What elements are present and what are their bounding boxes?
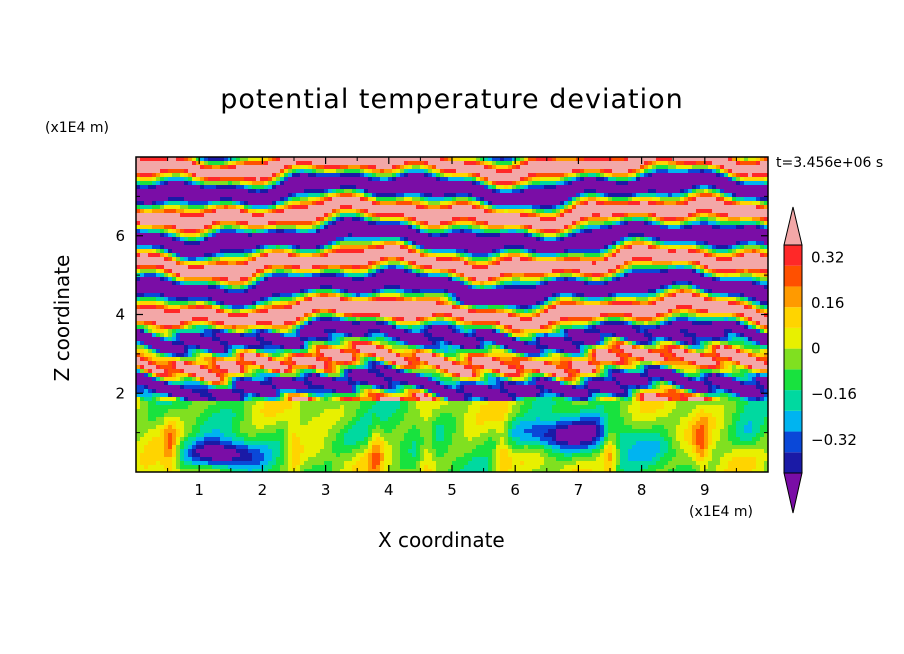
colorbar-bin (784, 390, 802, 411)
colorbar-bin (784, 327, 802, 349)
colorbar-bin (784, 410, 802, 432)
contour-field (136, 157, 768, 472)
colorbar-tick-label: 0.16 (811, 294, 844, 312)
colorbar-frame (783, 244, 803, 474)
y-tick-label: 6 (115, 227, 125, 245)
y-tick-label: 2 (115, 384, 125, 402)
y-tick-label: 4 (115, 306, 125, 324)
colorbar-bin (784, 307, 802, 328)
x-tick-label: 3 (321, 481, 331, 499)
y-axis-units: (x1E4 m) (45, 120, 109, 136)
x-tick-label: 6 (510, 481, 520, 499)
x-axis-units: (x1E4 m) (689, 504, 753, 520)
colorbar-bin (784, 348, 802, 370)
colorbar-bin (784, 286, 802, 308)
x-tick-label: 2 (258, 481, 268, 499)
x-axis-label: X coordinate (378, 528, 505, 552)
colorbar (784, 245, 802, 473)
x-tick-label: 1 (194, 481, 204, 499)
time-label: t=3.456e+06 s (776, 155, 884, 171)
chart-title: potential temperature deviation (220, 84, 684, 115)
colorbar-bin (784, 265, 802, 287)
colorbar-bin (784, 369, 802, 391)
x-tick-label: 4 (384, 481, 394, 499)
colorbar-bin (784, 452, 802, 473)
colorbar-extend-high (783, 206, 803, 246)
colorbar-tick-label: 0.32 (811, 248, 844, 266)
colorbar-tick-label: 0 (811, 340, 821, 358)
colorbar-tick-label: −0.32 (811, 431, 857, 449)
x-tick-label: 9 (700, 481, 710, 499)
colorbar-tick-label: −0.16 (811, 385, 857, 403)
x-tick-label: 5 (447, 481, 457, 499)
colorbar-extend-low (783, 472, 803, 514)
x-tick-label: 7 (574, 481, 584, 499)
colorbar-bin (784, 245, 802, 266)
colorbar-bin (784, 431, 802, 453)
x-tick-label: 8 (637, 481, 647, 499)
